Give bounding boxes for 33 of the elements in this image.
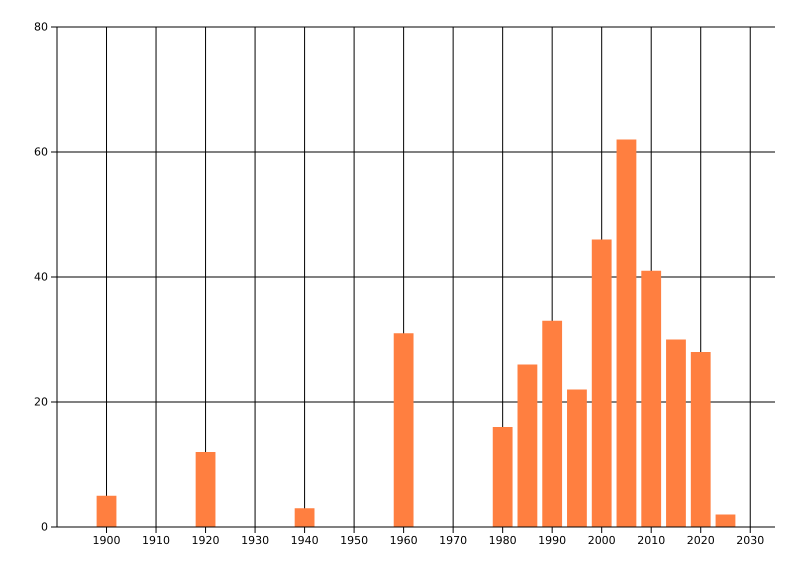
x-tick-label: 1920	[192, 534, 220, 547]
y-tick-label: 60	[34, 146, 48, 159]
y-tick-label: 20	[34, 396, 48, 409]
bar	[294, 508, 314, 527]
bar	[666, 340, 686, 527]
x-tick-label: 1900	[92, 534, 121, 547]
x-tick-label: 1960	[390, 534, 418, 547]
x-tick-label: 1970	[439, 534, 468, 547]
x-tick-label: 1990	[538, 534, 566, 547]
x-tick-label: 2020	[686, 534, 715, 547]
y-tick-label: 80	[34, 20, 48, 34]
bar	[518, 364, 538, 527]
bar	[542, 320, 562, 527]
bar	[616, 140, 636, 527]
x-tick-label: 2000	[588, 534, 616, 547]
bar	[96, 496, 116, 527]
bar	[641, 270, 662, 527]
x-tick-label: 1980	[488, 534, 517, 547]
x-tick-label: 1910	[142, 534, 170, 547]
bar	[567, 390, 587, 527]
bar	[592, 240, 612, 527]
x-tick-label: 2030	[736, 534, 764, 547]
y-tick-label: 0	[41, 520, 48, 534]
x-tick-label: 1930	[241, 534, 270, 547]
bar	[690, 352, 711, 527]
bar	[492, 427, 513, 527]
bar	[394, 333, 414, 527]
x-tick-label: 2010	[637, 534, 666, 547]
x-tick-label: 1950	[340, 534, 368, 547]
bar	[196, 452, 216, 527]
x-tick-label: 1940	[290, 534, 319, 547]
bar	[716, 514, 736, 527]
y-tick-label: 40	[34, 270, 48, 284]
